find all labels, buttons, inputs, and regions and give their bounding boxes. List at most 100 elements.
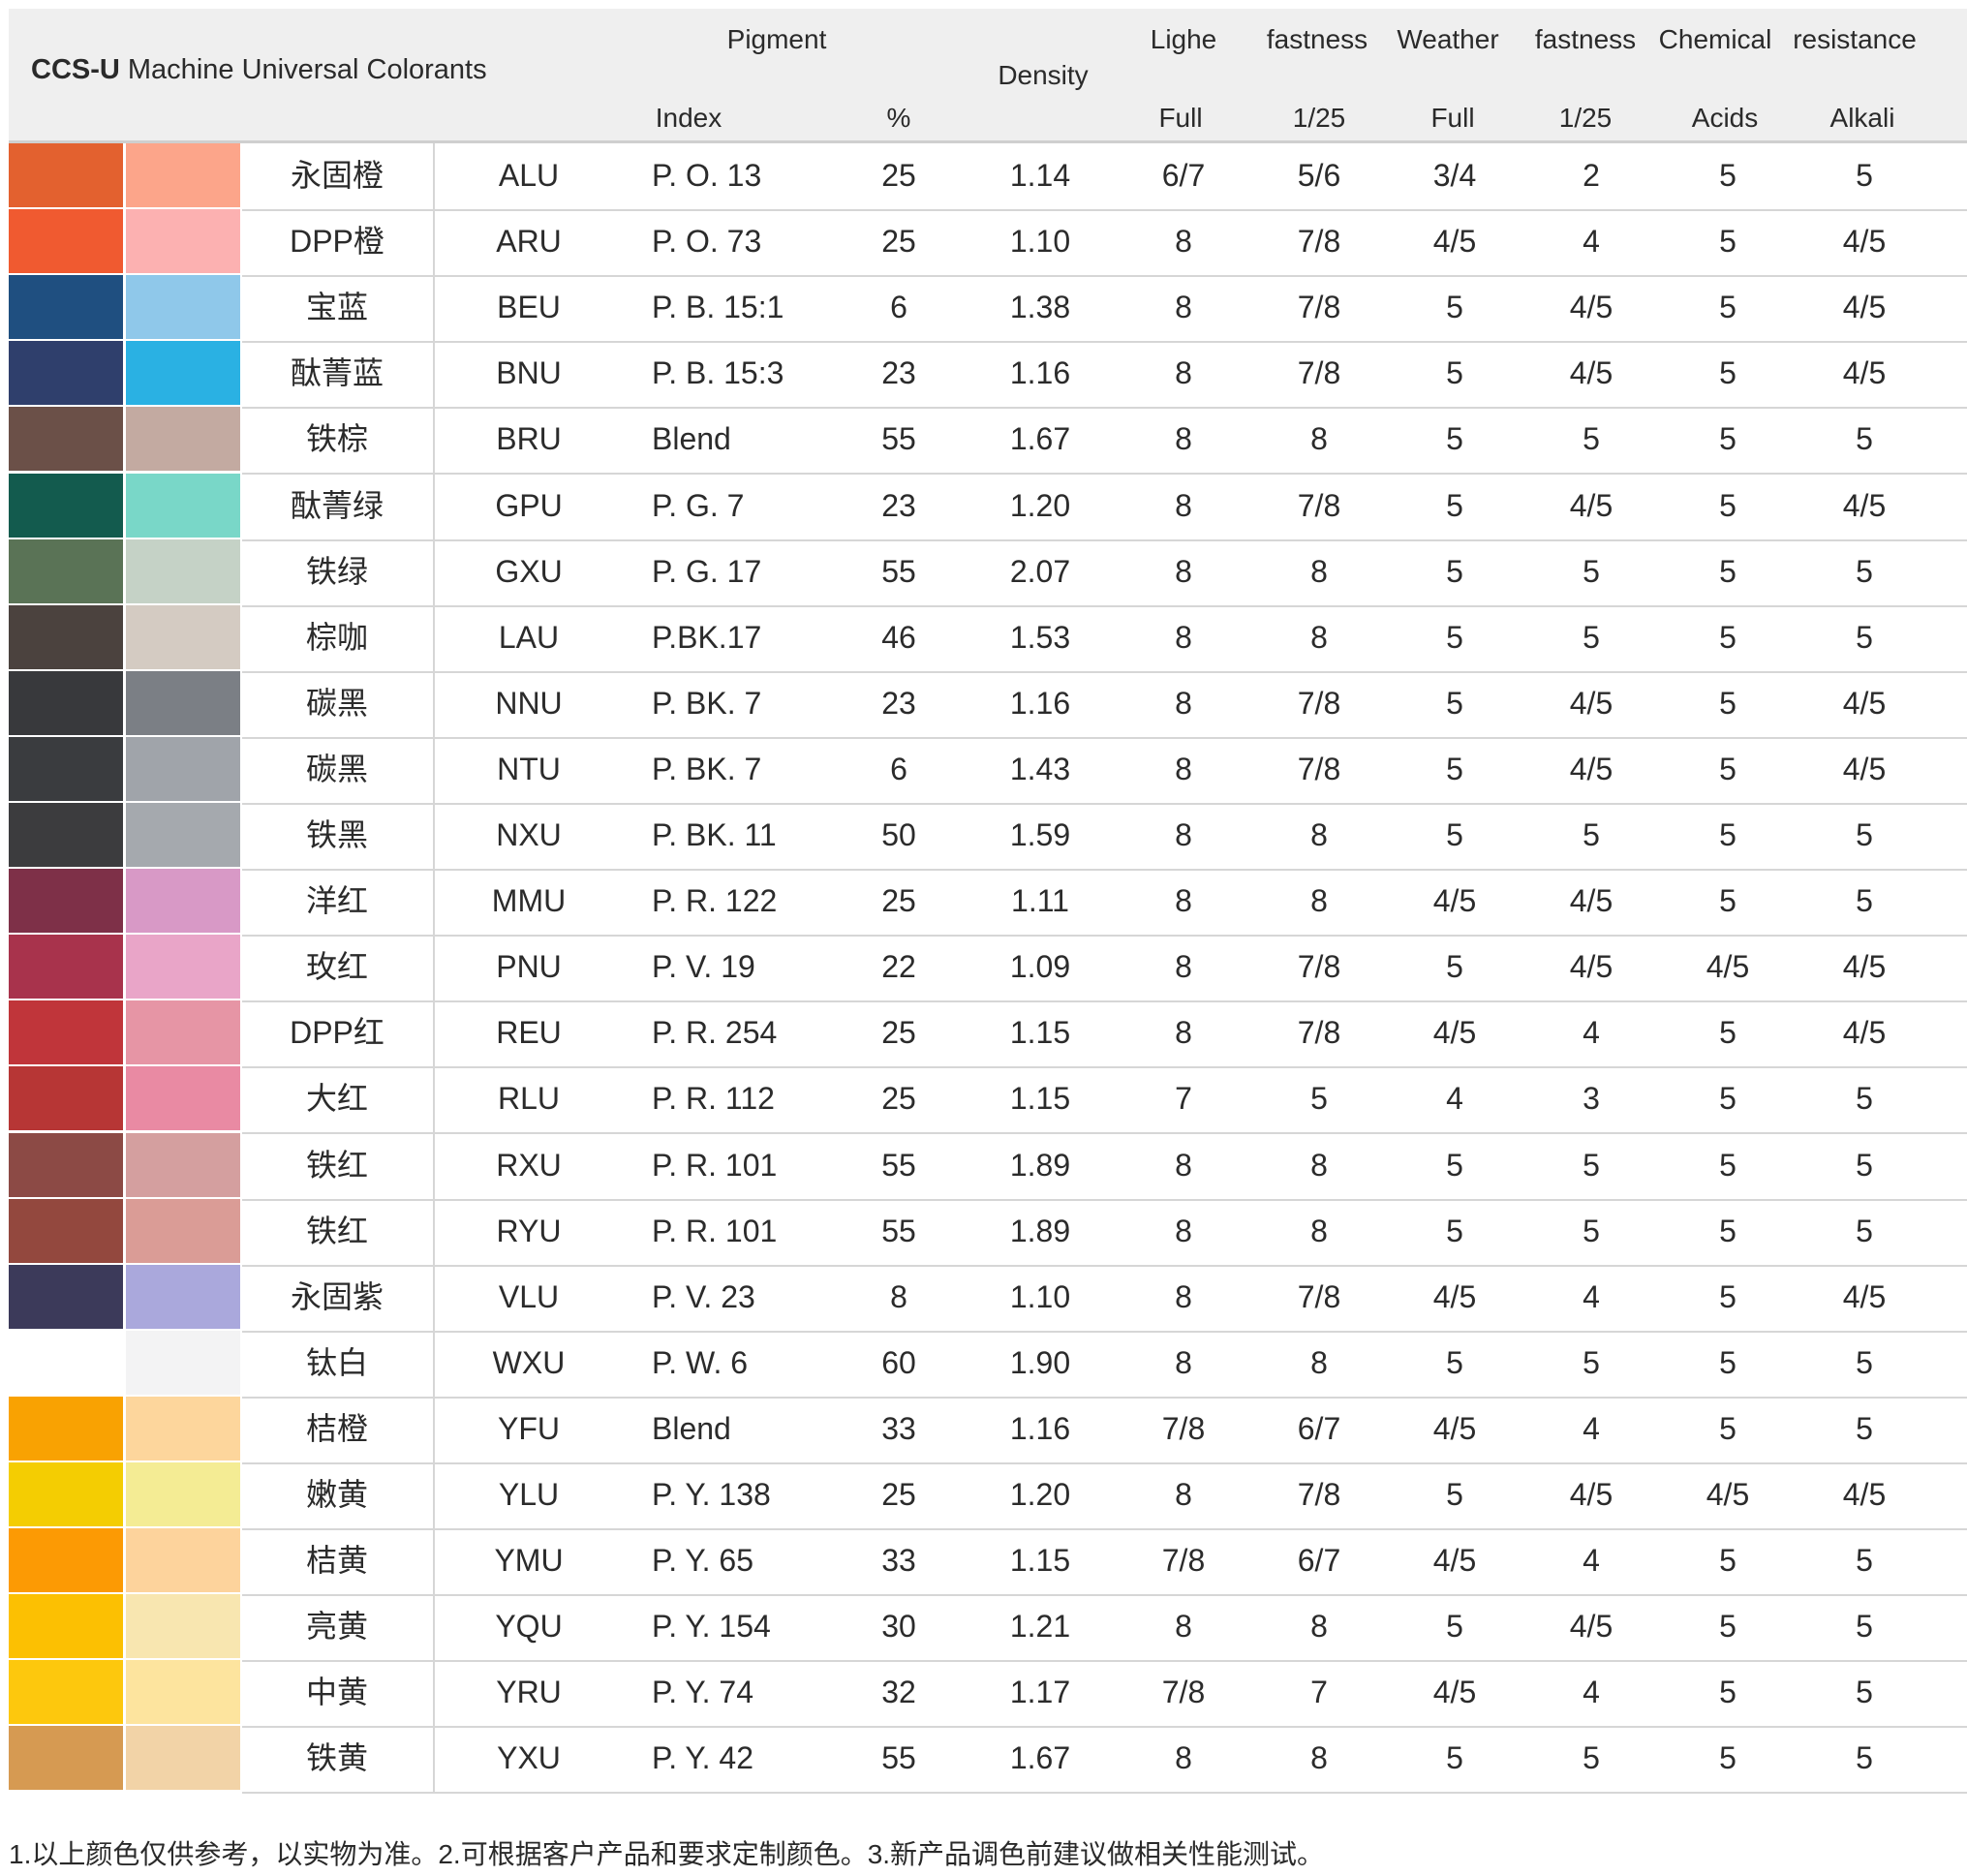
light-fastness-full: 8 <box>1175 619 1192 655</box>
density-value: 1.16 <box>1009 355 1071 391</box>
light-fastness-full: 8 <box>1175 751 1192 786</box>
weather-fastness-full: 5 <box>1446 1609 1463 1645</box>
light-fastness-ratio: 7/8 <box>1297 290 1341 325</box>
colorant-name: 酞菁蓝 <box>290 355 384 391</box>
weather-fastness-ratio: 5 <box>1583 421 1600 457</box>
alkali-resistance: 5 <box>1856 553 1873 589</box>
header-density: Density <box>998 60 1089 90</box>
colorant-code: YQU <box>495 1609 563 1645</box>
density-value: 1.15 <box>1009 1543 1071 1579</box>
tint-swatch <box>126 1066 240 1131</box>
full-shade-swatch <box>9 935 123 1000</box>
colorant-code: BNU <box>496 355 562 391</box>
table-row: 钛白 WXU P. W. 6 60 1.90 8 8 5 5 5 5 <box>9 1330 1967 1399</box>
acid-resistance: 5 <box>1719 224 1736 260</box>
acid-resistance: 5 <box>1719 1344 1736 1380</box>
table-row: 铁绿 GXU P. G. 17 55 2.07 8 8 5 5 5 5 <box>9 538 1967 607</box>
colorant-name: DPP红 <box>290 1015 384 1051</box>
weather-fastness-full: 4/5 <box>1432 1410 1477 1446</box>
alkali-resistance: 4/5 <box>1842 487 1887 523</box>
table-row: 亮黄 YQU P. Y. 154 30 1.21 8 8 5 4/5 5 5 <box>9 1594 1967 1663</box>
colorant-name: 亮黄 <box>305 1609 369 1645</box>
pigment-percent: 60 <box>881 1344 916 1380</box>
density-value: 1.67 <box>1009 421 1071 457</box>
weather-fastness-ratio: 4 <box>1583 1675 1600 1710</box>
table-row: 嫩黄 YLU P. Y. 138 25 1.20 8 7/8 5 4/5 4/5 4/5 <box>9 1462 1967 1530</box>
table-row: 桔橙 YFU Blend 33 1.16 7/8 6/7 4/5 4 5 5 <box>9 1396 1967 1464</box>
column-divider <box>433 1726 435 1793</box>
pigment-index: P. O. 13 <box>652 158 762 193</box>
weather-fastness-ratio: 5 <box>1583 1147 1600 1183</box>
acid-resistance: 5 <box>1719 1675 1736 1710</box>
full-shade-swatch <box>9 1594 123 1659</box>
column-divider <box>433 473 435 539</box>
colorant-name: DPP橙 <box>290 224 384 260</box>
table-row: 酞菁蓝 BNU P. B. 15:3 23 1.16 8 7/8 5 4/5 5 4/5 <box>9 341 1967 410</box>
weather-fastness-full: 5 <box>1446 685 1463 721</box>
colorant-name: 铁红 <box>305 1213 369 1248</box>
light-fastness-ratio: 8 <box>1310 619 1328 655</box>
light-fastness-ratio: 7/8 <box>1297 1477 1341 1512</box>
light-fastness-ratio: 7/8 <box>1297 685 1341 721</box>
density-value: 1.09 <box>1009 949 1071 985</box>
tint-swatch <box>126 1198 240 1263</box>
weather-fastness-full: 5 <box>1446 1740 1463 1776</box>
density-value: 1.11 <box>1011 883 1069 919</box>
full-shade-swatch <box>9 1528 123 1593</box>
pigment-index: P. R. 101 <box>652 1213 778 1248</box>
column-divider <box>433 736 435 803</box>
density-value: 2.07 <box>1009 553 1071 589</box>
pigment-index: P. V. 23 <box>652 1278 755 1314</box>
column-divider <box>433 1066 435 1133</box>
weather-fastness-full: 4/5 <box>1432 1543 1477 1579</box>
table-row: 中黄 YRU P. Y. 74 32 1.17 7/8 7 4/5 4 5 5 <box>9 1660 1967 1729</box>
colorant-name: 碳黑 <box>305 751 369 786</box>
colorant-name: 桔黄 <box>305 1543 369 1579</box>
weather-fastness-full: 5 <box>1446 619 1463 655</box>
pigment-index: Blend <box>652 421 731 457</box>
pigment-percent: 22 <box>881 949 916 985</box>
full-shade-swatch <box>9 1198 123 1263</box>
pigment-index: P. G. 17 <box>652 553 762 589</box>
pigment-percent: 30 <box>881 1609 916 1645</box>
weather-fastness-full: 4/5 <box>1432 1675 1477 1710</box>
pigment-index: Blend <box>652 1410 731 1446</box>
pigment-percent: 33 <box>881 1543 916 1579</box>
tint-swatch <box>126 538 240 603</box>
weather-fastness-full: 4/5 <box>1432 224 1477 260</box>
tint-swatch <box>126 1396 240 1461</box>
pigment-percent: 23 <box>881 355 916 391</box>
colorant-code: GPU <box>495 487 563 523</box>
light-fastness-full: 8 <box>1175 355 1192 391</box>
alkali-resistance: 5 <box>1856 1213 1873 1248</box>
light-fastness-full: 8 <box>1175 1147 1192 1183</box>
table-title: CCS-U Machine Universal Colorants <box>31 54 487 86</box>
footnote: 1.以上颜色仅供参考，以实物为准。2.可根据客户产品和要求定制颜色。3.新产品调… <box>9 1839 1325 1869</box>
acid-resistance: 5 <box>1719 1147 1736 1183</box>
table-row: 宝蓝 BEU P. B. 15:1 6 1.38 8 7/8 5 4/5 5 4/5 <box>9 275 1967 344</box>
colorant-code: WXU <box>492 1344 566 1380</box>
tint-swatch <box>126 1660 240 1725</box>
header-fastness-weather: fastness <box>1534 24 1637 54</box>
light-fastness-ratio: 5/6 <box>1297 158 1341 193</box>
pigment-percent: 33 <box>881 1410 916 1446</box>
pigment-index: P. BK. 7 <box>652 685 762 721</box>
colorant-name: 永固橙 <box>290 158 384 193</box>
light-fastness-ratio: 8 <box>1310 1344 1328 1380</box>
weather-fastness-ratio: 4/5 <box>1569 949 1614 985</box>
weather-fastness-ratio: 4/5 <box>1569 487 1614 523</box>
full-shade-swatch <box>9 1264 123 1329</box>
acid-resistance: 5 <box>1719 1015 1736 1051</box>
table-row: DPP橙 ARU P. O. 73 25 1.10 8 7/8 4/5 4 5 4/5 <box>9 209 1967 278</box>
pigment-index: P. V. 19 <box>652 949 755 985</box>
colorant-name: 酞菁绿 <box>290 487 384 523</box>
colorant-code: RYU <box>496 1213 562 1248</box>
weather-fastness-ratio: 5 <box>1583 1740 1600 1776</box>
alkali-resistance: 5 <box>1856 817 1873 852</box>
colorant-name: 铁黑 <box>305 817 369 852</box>
colorant-code: ARU <box>496 224 562 260</box>
weather-fastness-ratio: 5 <box>1583 1213 1600 1248</box>
colorant-code: LAU <box>498 619 560 655</box>
pigment-percent: 55 <box>881 1147 916 1183</box>
light-fastness-full: 8 <box>1175 1213 1192 1248</box>
